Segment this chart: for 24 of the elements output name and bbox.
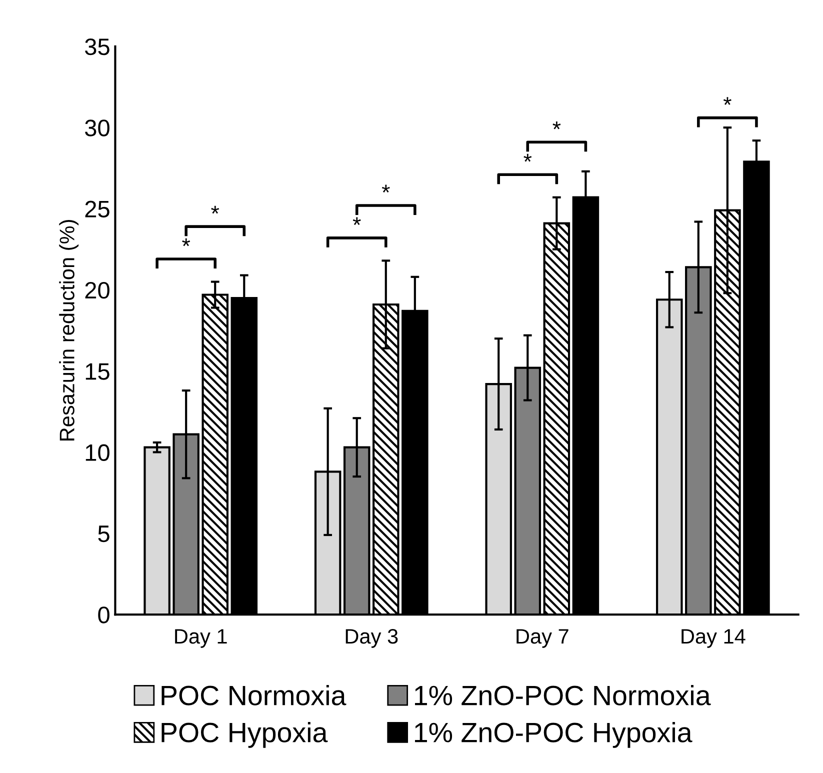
y-tick-label: 25: [85, 200, 110, 218]
legend-label: 1% ZnO-POC Normoxia: [414, 684, 711, 706]
y-tick-label: 20: [85, 282, 110, 299]
y-tick-label: 10: [86, 444, 110, 461]
annotation: *: [211, 206, 220, 214]
legend-label: POC Hypoxia: [162, 722, 328, 748]
x-tick-label: Day 1: [175, 629, 227, 648]
annotation: *: [182, 238, 190, 246]
y-tick-label: 30: [85, 120, 110, 136]
annotation: *: [552, 121, 561, 130]
legend-label: POC Normoxia: [162, 684, 346, 706]
x-tick-label: Day 14: [682, 629, 746, 648]
y-axis-title: Resazurin reduction (%): [59, 220, 79, 440]
annotation: *: [382, 184, 390, 193]
x-tick-label: Day 3: [346, 628, 398, 648]
annotation: *: [352, 217, 361, 226]
y-tick-label: 35: [85, 38, 110, 56]
annotation: *: [723, 97, 732, 105]
y-tick-label: 5: [98, 526, 110, 542]
legend-label: 1% ZnO-POC Hypoxia: [414, 722, 692, 748]
annotation: *: [524, 154, 532, 162]
y-tick-label: 0: [98, 606, 110, 624]
x-tick-label: Day 7: [516, 629, 568, 648]
y-tick-label: 15: [86, 363, 110, 380]
